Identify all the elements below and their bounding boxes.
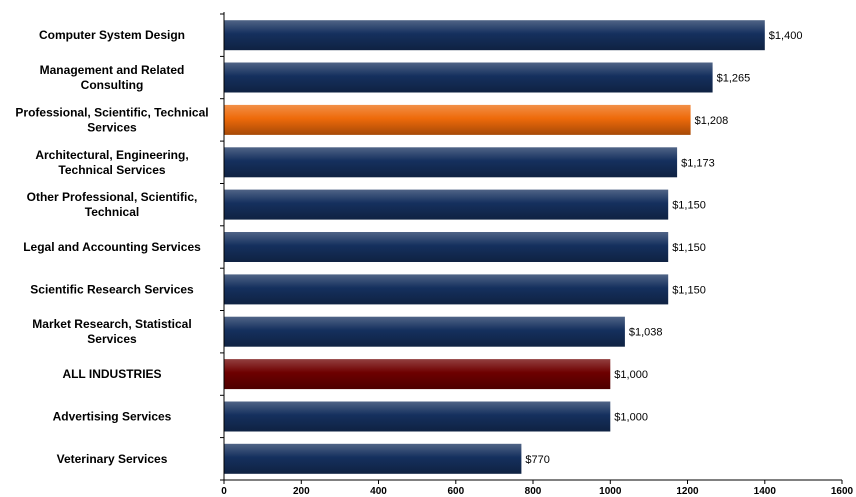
x-tick-label-200: 200 (293, 486, 310, 497)
x-tick-label-1200: 1200 (676, 486, 699, 497)
category-label-4: Architectural, Engineering, Technical Ser… (35, 148, 188, 177)
bar-5 (224, 189, 669, 220)
value-label-7: $1,150 (672, 284, 706, 296)
x-tick-label-1400: 1400 (754, 486, 777, 497)
x-tick-label-1000: 1000 (599, 486, 622, 497)
value-label-10: $1,000 (614, 412, 648, 424)
value-label-5: $1,150 (672, 200, 706, 212)
category-label-5: Other Professional, Scientific, Technical (27, 190, 198, 219)
bar-4 (224, 147, 678, 178)
bar-3 (224, 104, 691, 135)
bar-10 (224, 401, 611, 432)
x-tick-label-0: 0 (221, 486, 227, 497)
bar-2 (224, 62, 713, 93)
category-label-11: Veterinary Services (57, 452, 168, 466)
x-tick-label-800: 800 (525, 486, 542, 497)
bar-6 (224, 232, 669, 262)
category-label-9: ALL INDUSTRIES (62, 367, 161, 381)
bars-layer (224, 20, 765, 474)
value-label-9: $1,000 (614, 369, 648, 381)
value-label-11: $770 (525, 454, 549, 466)
x-tick-label-400: 400 (370, 486, 387, 497)
bar-1 (224, 20, 765, 51)
x-tick-label-1600: 1600 (831, 486, 854, 497)
bar-9 (224, 359, 611, 390)
category-label-6: Legal and Accounting Services (23, 240, 201, 254)
category-label-8: Market Research, Statistical Services (32, 317, 191, 346)
category-label-3: Professional, Scientific, Technical Servi… (15, 105, 208, 134)
category-label-10: Advertising Services (53, 410, 172, 424)
value-label-2: $1,265 (717, 73, 751, 85)
x-tick-label-600: 600 (447, 486, 464, 497)
bar-11 (224, 443, 522, 474)
value-label-4: $1,173 (681, 157, 715, 169)
value-label-1: $1,400 (769, 30, 803, 42)
value-label-3: $1,208 (695, 115, 729, 127)
category-label-7: Scientific Research Services (30, 282, 194, 296)
category-label-2: Management and Related Consulting (40, 63, 185, 92)
labels-layer: $1,400 Computer System Design $1,265 Manage… (15, 28, 853, 497)
value-label-6: $1,150 (672, 242, 706, 254)
bar-7 (224, 274, 669, 305)
axis-layer (220, 12, 843, 484)
category-label-1: Computer System Design (39, 28, 185, 42)
value-label-8: $1,038 (629, 327, 663, 339)
bar-8 (224, 316, 625, 347)
